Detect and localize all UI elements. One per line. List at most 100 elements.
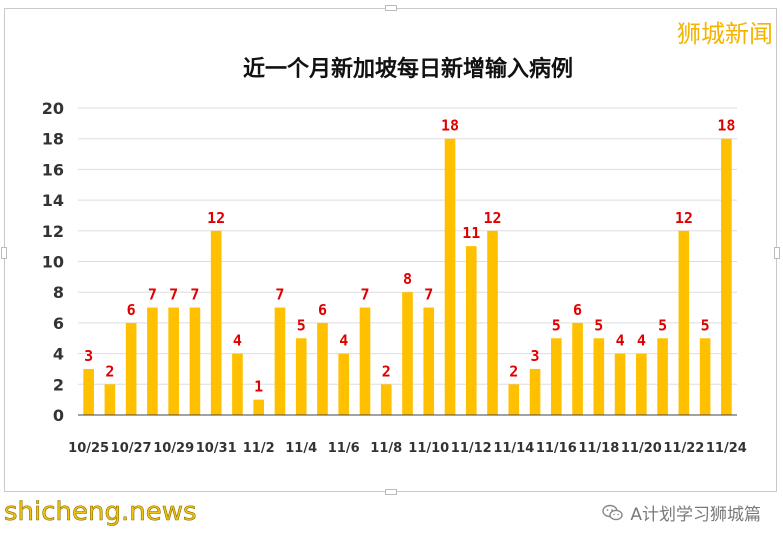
bar-10/26 — [104, 384, 116, 415]
data-label: 4 — [233, 332, 242, 350]
bars — [83, 138, 732, 415]
resize-handle-right[interactable] — [774, 247, 780, 259]
x-tick-label: 11/10 — [408, 441, 449, 456]
bar-11/16 — [550, 338, 562, 415]
x-axis-ticks: 10/25 10/27 10/29 10/31 11/2 11/4 11/6 11/8 11/1… — [68, 441, 747, 456]
data-label: 7 — [148, 286, 157, 304]
data-label: 5 — [658, 316, 667, 334]
wechat-icon — [602, 504, 624, 520]
bar-11/15 — [529, 368, 541, 415]
bar-11/1 — [232, 353, 243, 415]
data-label: 4 — [637, 332, 646, 350]
bar-11/7 — [359, 307, 371, 415]
x-tick-label: 11/14 — [493, 441, 534, 456]
bar-10/25 — [83, 368, 94, 415]
y-tick-label: 20 — [42, 99, 64, 118]
x-tick-label: 11/22 — [663, 441, 704, 456]
bar-10/31 — [210, 230, 222, 415]
bar-11/9 — [402, 292, 413, 415]
data-label: 5 — [552, 316, 561, 334]
watermark-text: 狮城新闻 — [677, 20, 773, 48]
data-label: 18 — [717, 117, 735, 135]
x-tick-label: 10/27 — [111, 441, 152, 456]
bar-11/6 — [338, 353, 350, 415]
bar-11/23 — [699, 338, 711, 415]
bar-11/14 — [508, 384, 520, 415]
y-tick-label: 2 — [53, 375, 64, 394]
x-tick-label: 11/20 — [621, 441, 662, 456]
bar-11/5 — [317, 322, 328, 415]
bar-11/11 — [444, 138, 456, 415]
footer-site-text: shicheng.news — [4, 497, 197, 528]
bar-11/20 — [636, 353, 647, 415]
data-label: 7 — [190, 286, 199, 304]
y-tick-label: 4 — [53, 345, 64, 364]
x-tick-label: 10/31 — [196, 441, 237, 456]
y-tick-label: 6 — [53, 314, 64, 333]
y-tick-label: 16 — [42, 160, 64, 179]
x-tick-label: 11/8 — [370, 441, 402, 456]
x-tick-label: 10/25 — [68, 441, 109, 456]
data-label: 7 — [169, 286, 178, 304]
data-label: 11 — [462, 224, 480, 242]
y-tick-label: 18 — [42, 130, 64, 149]
bar-11/13 — [487, 230, 498, 415]
data-label: 7 — [360, 286, 369, 304]
data-label: 12 — [207, 209, 225, 227]
data-label: 5 — [297, 316, 306, 334]
bar-10/30 — [189, 307, 201, 415]
data-label: 2 — [509, 362, 518, 380]
data-label: 3 — [531, 347, 540, 365]
resize-handle-left[interactable] — [1, 247, 7, 259]
x-tick-label: 11/24 — [706, 441, 747, 456]
data-label: 2 — [105, 362, 114, 380]
data-label: 5 — [701, 316, 710, 334]
x-tick-label: 11/6 — [328, 441, 360, 456]
data-label: 6 — [127, 301, 136, 319]
y-axis-ticks: 0 2 4 6 8 10 12 14 16 18 20 — [42, 99, 64, 425]
data-label: 4 — [616, 332, 625, 350]
bar-10/29 — [168, 307, 179, 415]
data-label: 8 — [403, 270, 412, 288]
bar-11/17 — [572, 322, 583, 415]
y-tick-label: 12 — [42, 222, 64, 241]
x-tick-label: 11/2 — [243, 441, 275, 456]
bar-11/2 — [253, 399, 265, 415]
data-label: 1 — [254, 378, 263, 396]
bar-11/10 — [423, 307, 435, 415]
y-tick-label: 14 — [42, 191, 64, 210]
data-label: 7 — [424, 286, 433, 304]
x-tick-label: 10/29 — [153, 441, 194, 456]
data-label: 4 — [339, 332, 348, 350]
bar-11/4 — [295, 338, 307, 415]
bar-11/24 — [721, 138, 732, 415]
data-label: 12 — [484, 209, 502, 227]
y-tick-label: 10 — [42, 253, 64, 272]
bar-11/3 — [274, 307, 286, 415]
y-tick-label: 0 — [53, 406, 64, 425]
data-label: 5 — [594, 316, 603, 334]
data-label: 18 — [441, 117, 459, 135]
y-tick-label: 8 — [53, 283, 64, 302]
resize-handle-top[interactable] — [385, 5, 397, 11]
bar-11/18 — [593, 338, 605, 415]
bar-11/19 — [614, 353, 626, 415]
x-tick-label: 11/16 — [536, 441, 577, 456]
data-label: 2 — [382, 362, 391, 380]
data-label: 6 — [573, 301, 582, 319]
bar-10/27 — [125, 322, 137, 415]
bar-11/21 — [657, 338, 668, 415]
x-tick-label: 11/18 — [578, 441, 619, 456]
data-label: 6 — [318, 301, 327, 319]
footer-account-name: A计划学习狮城篇 — [630, 505, 761, 525]
data-label: 3 — [84, 347, 93, 365]
bar-11/8 — [380, 384, 392, 415]
footer-account: A计划学习狮城篇 — [602, 500, 761, 525]
data-label: 7 — [275, 286, 284, 304]
x-tick-label: 11/12 — [451, 441, 492, 456]
data-label: 12 — [675, 209, 693, 227]
bar-11/22 — [678, 230, 690, 415]
resize-handle-bottom[interactable] — [385, 489, 397, 495]
